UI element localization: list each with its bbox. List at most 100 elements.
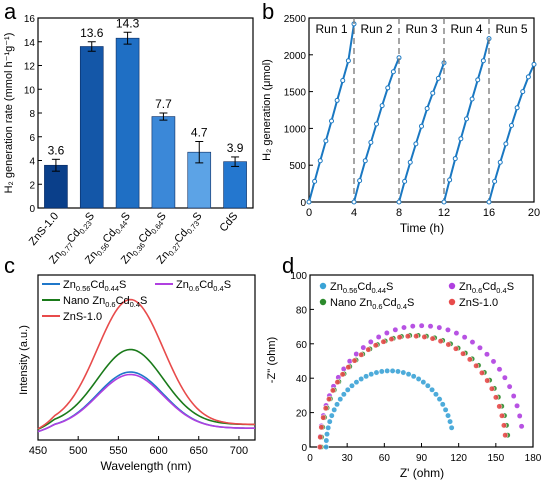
- run-point: [340, 78, 346, 84]
- panel-c-x-tick-label: 650: [190, 445, 208, 457]
- bar-value-label: 4.7: [191, 126, 208, 140]
- nyquist-point: [328, 412, 335, 419]
- panel-c-x-tick-label: 450: [29, 445, 47, 457]
- nyquist-point: [484, 351, 490, 358]
- run-line: [308, 23, 355, 203]
- run-label: Run 2: [360, 22, 392, 36]
- nyquist-point: [384, 367, 391, 374]
- run-point: [323, 138, 329, 144]
- nyquist-point: [375, 334, 382, 340]
- nyquist-point: [349, 382, 355, 389]
- panel-b-frame: [308, 17, 535, 203]
- panel-d-y-axis-label: -Z'' (ohm): [266, 337, 278, 383]
- nyquist-point: [501, 422, 507, 429]
- run-point: [475, 77, 481, 83]
- legend-label-part: Nano Zn: [63, 295, 105, 307]
- nyquist-point: [477, 344, 483, 351]
- panel-b-x-tick-label: 4: [351, 207, 357, 219]
- nyquist-point: [367, 338, 374, 345]
- run-point: [419, 123, 424, 129]
- nyquist-point: [353, 379, 360, 386]
- bar-category-label-part: CdS: [217, 210, 240, 234]
- run-point: [447, 177, 453, 183]
- nyquist-point: [469, 339, 476, 346]
- nyquist-point: [436, 396, 443, 403]
- run-point: [351, 199, 357, 205]
- nyquist-point: [518, 423, 525, 430]
- panel-c-x-tick-label: 700: [230, 445, 248, 457]
- nyquist-point: [340, 391, 347, 398]
- nyquist-point: [429, 386, 435, 393]
- panel-b-y-tick-label: 1500: [284, 88, 307, 99]
- nyquist-point: [506, 383, 513, 390]
- legend-label-part: 0.56: [76, 284, 91, 293]
- legend-label: Zn0.6Cd0.4S: [176, 279, 231, 293]
- spectrum-line: [37, 348, 256, 431]
- panel-a-y-tick-label: 14: [24, 38, 36, 49]
- panel-d-x-tick-label: 120: [450, 453, 467, 464]
- run-point: [407, 159, 413, 165]
- panel-d-x-tick-label: 60: [379, 453, 391, 464]
- legend-label: Nano Zn0.6Cd0.4S: [63, 295, 147, 309]
- panel-letter-c: c: [4, 253, 15, 278]
- legend-label-part: Zn: [176, 279, 189, 291]
- nyquist-point: [421, 333, 428, 340]
- nyquist-point: [420, 379, 427, 386]
- run-point: [531, 61, 537, 67]
- nyquist-point: [490, 358, 497, 365]
- run-point: [514, 105, 520, 111]
- legend-label-part: S: [224, 279, 231, 291]
- legend-label-part: 0.6: [472, 286, 482, 295]
- legend-label-part: S: [119, 279, 126, 291]
- nyquist-point: [380, 338, 387, 345]
- nyquist-point: [479, 369, 485, 376]
- nyquist-point: [439, 401, 446, 408]
- bar-CdS: [223, 161, 247, 209]
- legend-label-part: S: [140, 295, 147, 307]
- legend-label-part: Nano Zn: [330, 297, 372, 309]
- run-point: [525, 74, 531, 80]
- panel-d-y-tick-label: 40: [296, 374, 308, 385]
- run-point: [509, 122, 514, 128]
- legend-label-part: ZnS-1.0: [63, 311, 102, 323]
- nyquist-point: [331, 406, 338, 413]
- nyquist-point: [445, 412, 451, 419]
- run-point: [345, 58, 351, 64]
- legend-label-part: ZnS-1.0: [459, 297, 498, 309]
- nyquist-point: [358, 351, 365, 358]
- bar-value-label: 3.6: [48, 143, 65, 157]
- nyquist-point: [514, 402, 521, 409]
- run-point: [458, 136, 464, 142]
- legend-label: Zn0.56Cd0.44S: [63, 279, 126, 293]
- run-point: [413, 141, 419, 147]
- nyquist-point: [329, 387, 336, 394]
- run-point: [480, 58, 486, 64]
- run-point: [334, 97, 340, 103]
- run-point: [520, 89, 526, 95]
- nyquist-point: [323, 437, 330, 444]
- nyquist-point: [344, 386, 351, 393]
- run-point: [424, 106, 430, 112]
- nyquist-point: [372, 342, 379, 349]
- nyquist-point: [363, 373, 370, 380]
- panel-d-y-tick-label: 100: [290, 271, 307, 282]
- panel-b-y-tick-label: 1000: [284, 124, 307, 135]
- legend-label-part: S: [507, 281, 514, 293]
- nyquist-point: [488, 385, 495, 392]
- nyquist-point: [401, 324, 407, 331]
- run-point: [435, 75, 441, 81]
- nyquist-point: [388, 336, 395, 342]
- panel-d-x-tick-label: 0: [307, 453, 313, 464]
- legend-marker: [448, 282, 456, 290]
- nyquist-point: [346, 358, 353, 365]
- panel-d-y-tick-label: 20: [296, 409, 308, 420]
- nyquist-point: [452, 345, 459, 352]
- nyquist-point: [466, 356, 473, 363]
- legend-label: Nano Zn0.6Cd0.4S: [330, 297, 414, 311]
- run-label: Run 1: [315, 22, 347, 36]
- panel-a-y-tick-label: 10: [24, 85, 36, 96]
- panel-c-x-axis-label: Wavelength (nm): [101, 459, 192, 473]
- nyquist-point: [316, 444, 323, 450]
- panel-b-y-tick-label: 500: [289, 161, 306, 172]
- run-point: [402, 178, 408, 184]
